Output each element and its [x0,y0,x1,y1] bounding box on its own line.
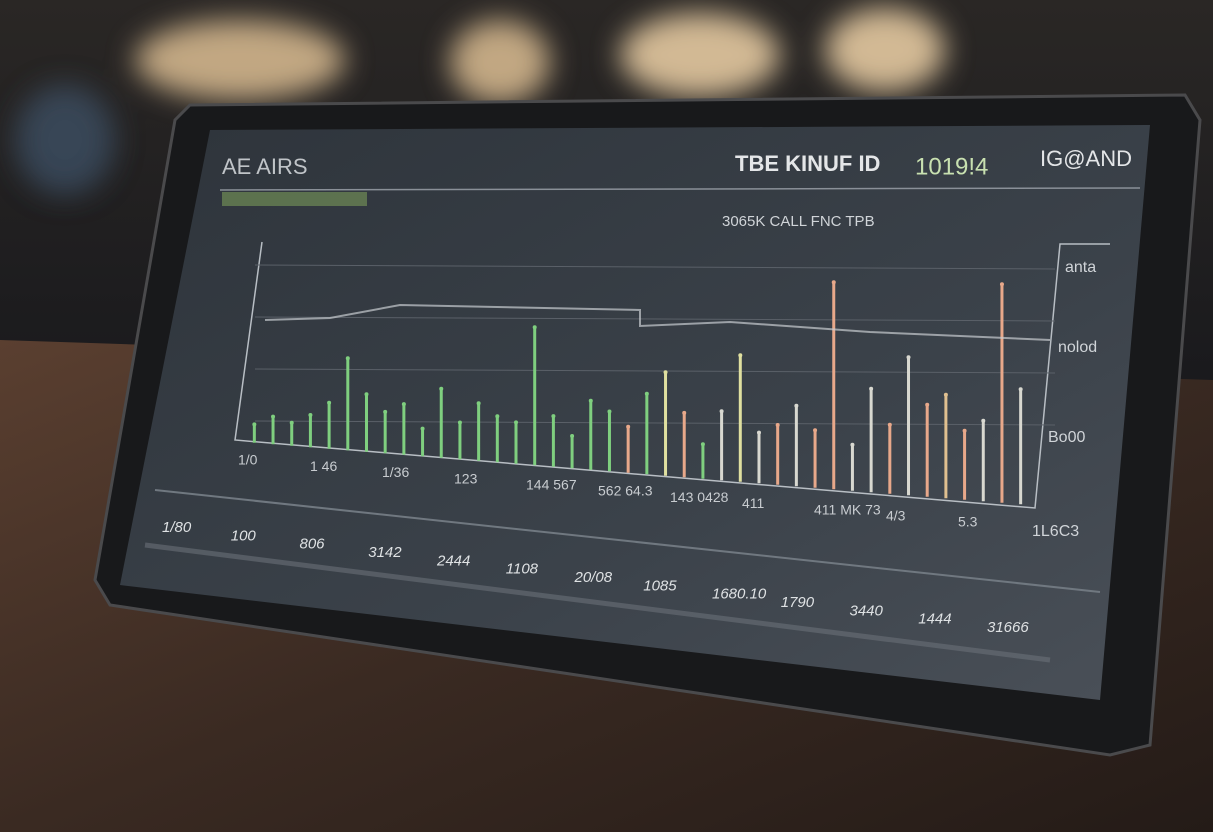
bar-cap [570,434,575,439]
bar-cap [850,442,855,447]
bar-cap [514,420,519,425]
x-tick-label: 144 567 [526,477,577,493]
side-label: Bo00 [1048,429,1085,446]
bar-cap [719,409,724,414]
grid-line [254,316,1056,322]
bar-cap [308,413,313,418]
bar-cap [551,414,556,419]
trend-line [264,303,1051,341]
x-tick-label: 411 MK 73 [814,501,881,517]
bar-cap [532,325,537,330]
header-brand: IG@AND [1040,146,1132,171]
bar-cap [607,409,612,414]
x-tick-label: 123 [454,470,478,486]
bar-cap [999,282,1004,287]
bar-cap [682,410,687,415]
bottom-label: 100 [231,527,257,544]
bottom-label: 3142 [368,544,402,561]
bottom-label: 2444 [436,552,470,569]
bar-cap [925,402,930,407]
bar-cap [401,402,406,407]
plot [252,264,1056,505]
x-tick-label: 4/3 [886,508,906,524]
x-tick-label: 5.3 [958,514,978,530]
chart-frame [234,241,1110,509]
bar-cap [644,391,649,396]
bottom-label: 1/80 [162,519,192,536]
bar-cap [756,430,761,435]
side-label: 1L6C3 [1032,523,1079,540]
header-code: 1019!4 [915,153,988,180]
grid-line [254,420,1056,426]
bar-cap [383,409,388,414]
header-rule [219,187,1141,191]
bottom-label: 1444 [918,611,951,628]
bar-cap [794,403,799,408]
bar-cap [962,428,967,433]
bar-cap [588,398,593,403]
x-tick-label: 411 [742,495,765,511]
bar-cap [943,392,948,397]
bottom-label: 1680.10 [712,586,767,603]
bar-cap [345,356,350,361]
screen [120,125,1150,700]
bar-cap [626,424,631,429]
divider [154,489,1101,593]
header-bar [222,192,367,206]
bottom-label: 1790 [781,594,815,611]
bar-cap [831,280,836,285]
header-title: TBE KINUF ID [735,151,880,176]
bar-cap [981,418,986,423]
bar-cap [439,386,444,391]
bar-cap [906,355,911,360]
bar-cap [420,426,425,431]
x-tick-label: 562 64.3 [598,483,653,499]
bar-cap [271,414,276,419]
x-tick-label: 1/0 [238,452,258,468]
bar-cap [252,422,257,427]
bar-cap [495,414,500,419]
bottom-label: 31666 [987,619,1029,636]
side-label: nolod [1058,339,1097,356]
x-tick-label: 143 0428 [670,489,729,505]
bar-cap [663,370,668,375]
x-tick-label: 1 46 [310,458,337,474]
subtitle: 3065K CALL FNC TPB [722,213,875,230]
bottom-label: 1085 [643,577,677,594]
bar-cap [775,422,780,427]
bar-cap [887,422,892,427]
bar-cap [327,400,332,405]
x-tick-label: 1/36 [382,464,409,480]
bar-cap [476,401,481,406]
bottom-label: 806 [300,536,326,553]
bar-cap [738,353,743,358]
scroll-bar [144,542,1051,663]
bar-cap [457,420,462,425]
bar-cap [364,392,369,397]
side-label: anta [1065,259,1096,276]
bar-cap [813,428,818,433]
bottom-label: 20/08 [574,569,613,586]
bar-cap [1018,387,1023,392]
bottom-label: 1108 [506,561,539,578]
grid-line [254,264,1056,270]
bar-cap [869,386,874,391]
grid-line [254,368,1056,374]
bar-cap [700,442,705,447]
bottom-label: 3440 [850,602,884,619]
bar-cap [289,420,294,425]
bokeh [15,8,945,195]
header-left: AE AIRS [222,154,308,179]
